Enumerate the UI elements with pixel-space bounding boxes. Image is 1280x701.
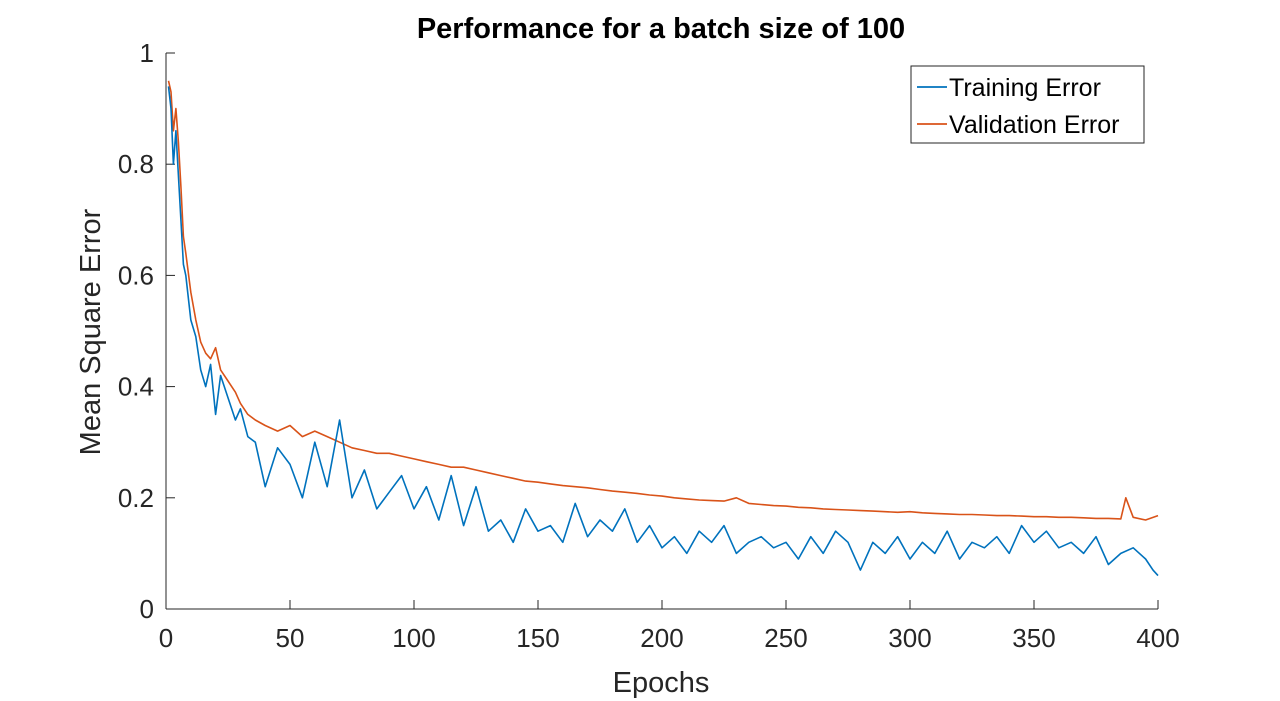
x-tick-label: 100 [392, 623, 435, 653]
y-tick-label: 0 [140, 594, 154, 624]
y-tick-label: 0.2 [118, 483, 154, 513]
y-tick-label: 1 [140, 38, 154, 68]
y-tick-label: 0.4 [118, 372, 154, 402]
legend-box [910, 65, 1145, 144]
series-line-training-error [167, 86, 1159, 577]
x-tick-label: 200 [640, 623, 683, 653]
legend-label: Training Error [949, 74, 1101, 102]
legend: Training Error Validation Error [910, 65, 1145, 144]
y-tick-label: 0.8 [118, 149, 154, 179]
x-tick-label: 150 [516, 623, 559, 653]
x-axis-title: Epochs [613, 667, 710, 699]
y-tick-label: 0.6 [118, 260, 154, 290]
x-tick-label: 300 [888, 623, 931, 653]
x-tick-label: 350 [1012, 623, 1055, 653]
axes: 0 50 100 150 200 250 300 350 400 0 0.2 0.4 0.6 0.8 1 [118, 38, 1180, 653]
x-tick-label: 0 [159, 623, 173, 653]
series-layer [167, 80, 1159, 577]
series-line-validation-error [167, 80, 1159, 521]
chart-title: Performance for a batch size of 100 [417, 13, 905, 45]
y-axis-title: Mean Square Error [75, 208, 107, 455]
legend-label: Validation Error [949, 111, 1119, 139]
x-tick-label: 50 [276, 623, 305, 653]
x-tick-label: 250 [764, 623, 807, 653]
x-tick-label: 400 [1136, 623, 1179, 653]
